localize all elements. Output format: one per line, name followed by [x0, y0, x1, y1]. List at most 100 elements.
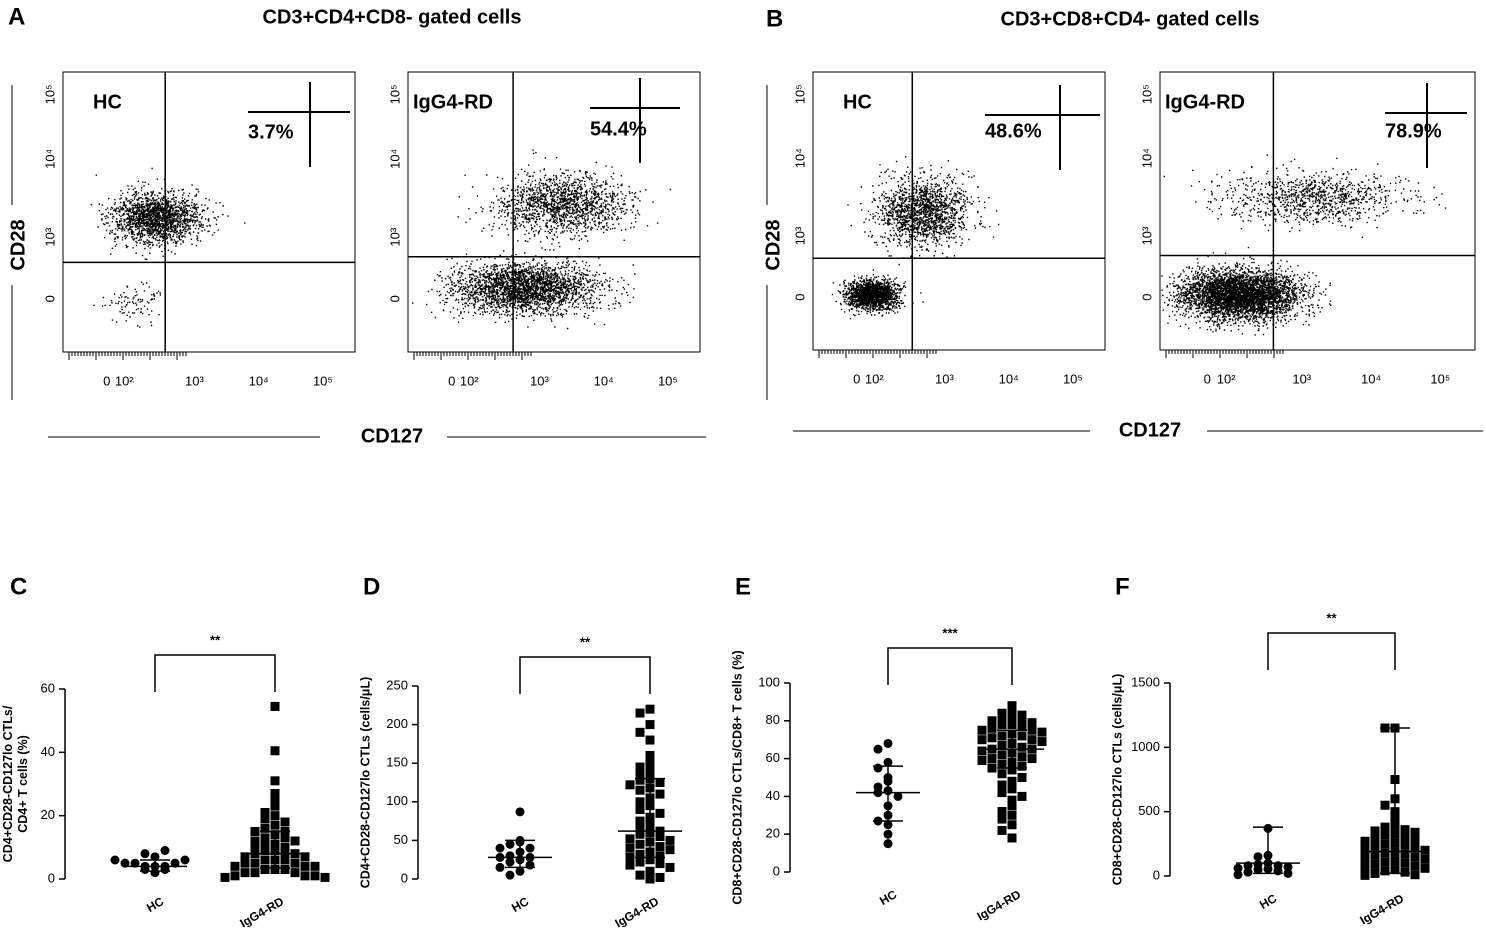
data-point	[180, 855, 190, 865]
data-point	[625, 843, 635, 853]
data-point	[635, 762, 645, 772]
y-tick-label: 20	[766, 826, 780, 841]
data-point	[240, 858, 250, 868]
data-point	[665, 845, 675, 855]
x-tick-label: 10³	[530, 373, 549, 388]
data-point	[300, 861, 310, 871]
data-point	[883, 820, 893, 830]
panel-title: CD3+CD4+CD8- gated cells	[263, 6, 522, 28]
data-point	[1380, 857, 1390, 867]
data-point	[140, 849, 150, 859]
data-point	[645, 704, 655, 714]
data-point	[1027, 754, 1037, 764]
data-point	[635, 785, 645, 795]
data-point	[987, 763, 997, 773]
data-point	[1253, 852, 1263, 862]
y-tick-label: 80	[766, 712, 780, 727]
data-point	[635, 708, 645, 718]
data-point	[997, 750, 1007, 760]
data-point	[1007, 801, 1017, 811]
y-axis-label: CD4+CD28-CD127lo CTLs (cells/μL)	[358, 677, 372, 889]
data-point	[873, 763, 883, 773]
y-tick-label: 250	[386, 677, 408, 692]
data-point	[250, 868, 260, 878]
data-point	[260, 833, 270, 843]
x-tick-label: 10⁴	[249, 373, 269, 388]
y-tick-label: 0	[48, 870, 55, 885]
data-point	[270, 820, 280, 830]
data-point	[1400, 858, 1410, 868]
plot-frame	[1159, 71, 1476, 351]
x-tick-label: IgG4-RD	[238, 894, 287, 930]
data-point	[1027, 735, 1037, 745]
data-point	[635, 727, 645, 737]
panel-letter: B	[766, 5, 783, 32]
data-point	[665, 835, 675, 845]
y-tick-label: 0	[387, 295, 402, 302]
data-point	[525, 860, 535, 870]
data-point	[1380, 800, 1390, 810]
data-point	[250, 827, 260, 836]
data-point	[1017, 710, 1027, 720]
x-tick-label: 10³	[1292, 371, 1311, 386]
x-axis-label: CD127	[1119, 419, 1181, 441]
data-point	[270, 776, 280, 786]
percent-label: 78.9%	[1385, 120, 1442, 142]
panel-letter: D	[363, 573, 380, 600]
data-point	[987, 733, 997, 743]
data-point	[1283, 868, 1293, 878]
data-point	[645, 750, 655, 760]
data-point	[1400, 867, 1410, 877]
data-point	[1007, 776, 1017, 786]
data-point	[635, 805, 645, 815]
data-point	[1370, 850, 1380, 860]
data-point	[883, 757, 893, 767]
data-point	[495, 862, 505, 872]
panel-letter: F	[1115, 573, 1130, 600]
data-point	[625, 860, 635, 870]
data-point	[655, 851, 665, 861]
data-point	[977, 735, 987, 745]
x-tick-label: HC	[144, 894, 166, 915]
data-point	[280, 833, 290, 843]
data-point	[130, 858, 140, 868]
x-tick-label: IgG4-RD	[613, 894, 662, 930]
data-point	[997, 720, 1007, 730]
y-tick-label: 10⁵	[387, 84, 402, 104]
data-point	[635, 829, 645, 839]
data-point	[290, 836, 300, 846]
data-point	[1007, 706, 1017, 716]
data-point	[270, 746, 280, 756]
significance-bracket	[887, 647, 1013, 685]
data-point	[310, 861, 320, 871]
group-label: HC	[93, 91, 122, 113]
data-point	[987, 754, 997, 764]
data-point	[230, 871, 240, 881]
event-cloud	[412, 149, 672, 330]
data-point	[290, 858, 300, 868]
y-tick-label: 60	[41, 680, 55, 695]
y-tick-label: 100	[386, 793, 408, 808]
y-tick-label: 200	[386, 716, 408, 731]
x-axis-label: CD127	[361, 425, 423, 447]
data-point	[1017, 731, 1027, 741]
y-tick-label: 0	[42, 295, 57, 302]
x-tick-label: 10³	[935, 371, 954, 386]
x-tick-label: HC	[509, 894, 531, 915]
data-point	[1380, 848, 1390, 858]
x-tick-label: 10⁴	[594, 373, 614, 388]
data-point	[1420, 845, 1430, 855]
x-tick-label: 10⁴	[999, 371, 1019, 386]
data-point	[280, 865, 290, 874]
data-point	[280, 817, 290, 827]
y-axis-label: CD28	[762, 219, 784, 270]
y-tick-label: 10⁴	[387, 149, 402, 169]
y-tick-label: 10³	[1139, 226, 1154, 245]
x-tick-label: 0	[448, 373, 455, 388]
y-tick-label: 10³	[792, 226, 807, 245]
data-point	[505, 870, 515, 880]
data-point	[1007, 810, 1017, 820]
group-label: HC	[843, 91, 872, 113]
y-axis-label: CD4+ T cells (%)	[16, 735, 30, 833]
data-point	[270, 789, 280, 798]
